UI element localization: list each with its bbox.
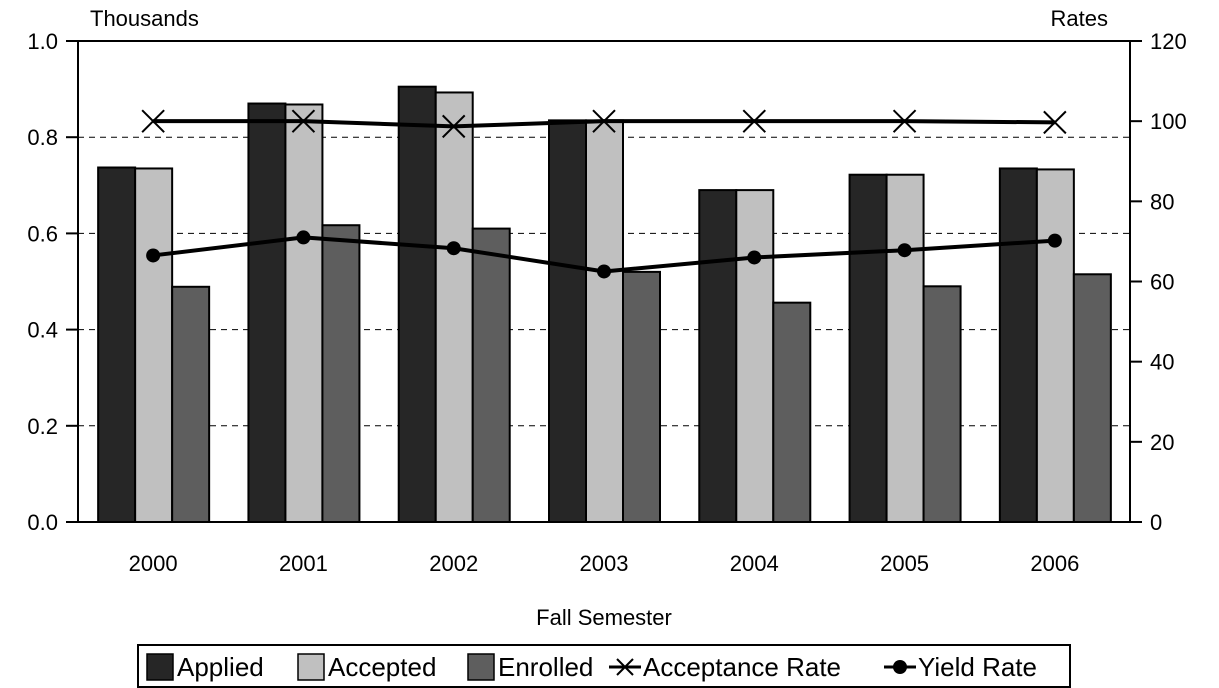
bar-enrolled-2003	[622, 270, 661, 523]
legend-marker-acceptance-rate	[609, 658, 641, 676]
x-tick-label-2005: 2005	[880, 551, 929, 576]
x-tick-label-2002: 2002	[429, 551, 478, 576]
right-tick-label: 60	[1150, 270, 1174, 295]
legend-label-enrolled: Enrolled	[498, 652, 593, 682]
x-tick-label-2004: 2004	[730, 551, 779, 576]
x-axis-title: Fall Semester	[536, 605, 672, 630]
bar-enrolled-2002	[471, 227, 511, 523]
bar-applied-2005	[848, 173, 888, 524]
point-yield-rate-2005	[897, 243, 912, 258]
bar-applied-2004	[698, 189, 738, 524]
legend-label-accepted: Accepted	[328, 652, 436, 682]
right-tick-label: 120	[1150, 29, 1187, 54]
point-acceptance-rate-2004	[742, 109, 766, 133]
point-yield-rate-2002	[446, 241, 461, 256]
point-acceptance-rate-2005	[892, 109, 917, 133]
legend: Applied Accepted Enrolled Acceptance Rat…	[137, 644, 1071, 688]
bar-enrolled-2006	[1072, 273, 1112, 523]
bar-enrolled-2000	[171, 285, 211, 523]
legend-label-acceptance-rate: Acceptance Rate	[643, 652, 841, 682]
axes: 0.0 0.2 0.4 0.6 0.8 1.0 0 20 40 60 80 100 120 2000 200…	[27, 29, 1186, 576]
bar-accepted-2002	[434, 91, 474, 523]
point-acceptance-rate-2000	[141, 109, 165, 133]
point-yield-rate-2003	[597, 264, 611, 279]
bar-accepted-2005	[885, 173, 925, 524]
bar-applied-2006	[998, 167, 1038, 523]
bar-enrolled-2004	[772, 301, 812, 523]
bar-accepted-2004	[735, 189, 775, 524]
bar-applied-2001	[247, 102, 287, 523]
point-acceptance-rate-2003	[592, 109, 616, 133]
left-tick-label: 0.4	[27, 318, 58, 343]
right-tick-label: 40	[1150, 350, 1174, 375]
left-tick-label: 0.2	[27, 414, 58, 439]
legend-swatch-applied	[146, 653, 174, 681]
bar-accepted-2001	[284, 103, 324, 523]
point-yield-rate-2006	[1047, 233, 1062, 248]
lines	[141, 109, 1067, 279]
x-tick-label-2000: 2000	[129, 551, 178, 576]
bar-applied-2002	[397, 85, 437, 523]
point-yield-rate-2000	[146, 248, 161, 263]
right-tick-label: 80	[1150, 189, 1174, 214]
left-axis-title: Thousands	[90, 6, 199, 31]
bar-enrolled-2001	[321, 224, 361, 524]
point-acceptance-rate-2006	[1043, 110, 1067, 135]
x-tick-label-2003: 2003	[580, 551, 629, 576]
x-tick-label-2006: 2006	[1030, 551, 1079, 576]
point-acceptance-rate-2002	[442, 114, 466, 139]
legend-label-applied: Applied	[177, 652, 264, 682]
legend-swatch-accepted	[297, 653, 325, 681]
point-yield-rate-2001	[296, 230, 311, 245]
right-tick-label: 0	[1150, 510, 1162, 535]
left-tick-label: 0.0	[27, 510, 58, 535]
bars	[97, 85, 1112, 524]
bar-accepted-2003	[585, 119, 624, 524]
legend-swatch-enrolled	[467, 653, 495, 681]
left-tick-label: 0.6	[27, 221, 58, 246]
point-yield-rate-2004	[747, 250, 762, 265]
x-tick-label-2001: 2001	[279, 551, 328, 576]
right-axis-title: Rates	[1051, 6, 1108, 31]
left-tick-label: 0.8	[27, 125, 58, 150]
bar-applied-2000	[97, 166, 137, 524]
right-tick-label: 20	[1150, 430, 1174, 455]
right-tick-label: 100	[1150, 109, 1187, 134]
bar-applied-2003	[548, 119, 587, 524]
bar-enrolled-2005	[922, 285, 962, 523]
legend-label-yield-rate: Yield Rate	[918, 652, 1037, 682]
bar-accepted-2000	[134, 167, 174, 523]
left-tick-label: 1.0	[27, 29, 58, 54]
point-acceptance-rate-2001	[291, 109, 316, 133]
bar-accepted-2006	[1035, 168, 1075, 523]
legend-marker-yield-rate	[884, 660, 916, 674]
